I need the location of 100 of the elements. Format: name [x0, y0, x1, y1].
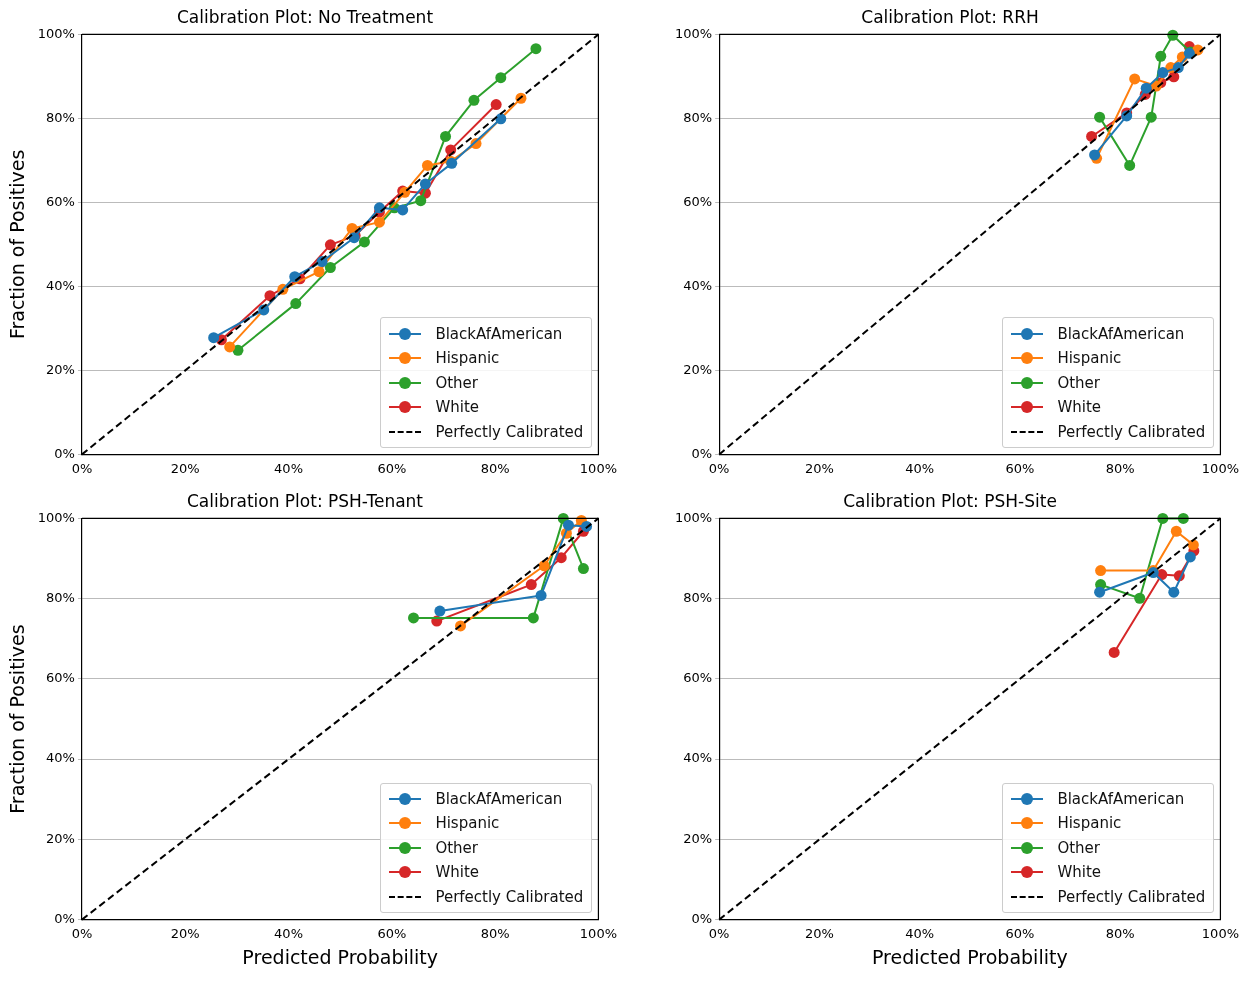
y-tick-label: 100% [674, 25, 713, 41]
point [468, 94, 480, 106]
y-tick-label: 40% [46, 277, 75, 293]
point [1184, 551, 1196, 563]
point [530, 43, 542, 55]
x-tick-label: 20% [804, 925, 834, 941]
point [397, 204, 409, 216]
legend-label: White [1057, 863, 1102, 882]
point [415, 195, 427, 207]
y-tick-label: 100% [674, 509, 713, 525]
y-axis-title: Fraction of Positives [6, 149, 29, 340]
x-tick-label: 0% [71, 460, 93, 476]
y-tick-label: 20% [683, 830, 713, 846]
y-tick-label: 40% [683, 277, 713, 293]
y-tick-label: 0% [691, 910, 713, 926]
y-tick-label: 20% [46, 830, 75, 846]
point [577, 563, 589, 575]
legend-label: BlackAfAmerican [435, 324, 563, 343]
y-tick-label: 0% [54, 445, 75, 461]
x-tick-label: 100% [579, 925, 617, 941]
x-tick-label: 20% [804, 460, 834, 476]
y-tick-label: 0% [54, 910, 75, 926]
legend-label: Hispanic [1057, 349, 1122, 368]
point [1095, 565, 1107, 577]
point [208, 332, 220, 344]
point [1157, 67, 1169, 79]
x-tick-label: 60% [377, 925, 407, 941]
x-tick-label: 20% [170, 460, 200, 476]
x-tick-label: 60% [1005, 460, 1035, 476]
point [1094, 111, 1106, 123]
legend-label: White [435, 398, 480, 417]
x-tick-label: 80% [1105, 925, 1135, 941]
point [1124, 159, 1136, 171]
chart-title: Calibration Plot: No Treatment [176, 6, 434, 27]
y-tick-label: 80% [46, 109, 75, 125]
y-tick-label: 0% [691, 445, 713, 461]
legend-label: Other [1057, 373, 1100, 392]
legend-label: Perfectly Calibrated [1057, 422, 1206, 441]
point [527, 612, 539, 624]
point [525, 579, 537, 591]
x-tick-label: 80% [480, 460, 510, 476]
x-tick-label: 20% [170, 925, 200, 941]
point [408, 612, 420, 624]
y-tick-label: 100% [37, 509, 75, 525]
x-tick-label: 100% [579, 460, 617, 476]
x-tick-label: 80% [480, 925, 510, 941]
x-tick-label: 40% [274, 925, 303, 941]
x-tick-label: 80% [1105, 460, 1135, 476]
point [313, 266, 325, 278]
point [1145, 111, 1157, 123]
y-tick-label: 20% [46, 361, 75, 377]
point [1086, 130, 1098, 142]
x-axis-title: Predicted Probability [871, 945, 1068, 968]
point [434, 605, 446, 617]
point [1168, 586, 1180, 598]
point [358, 236, 370, 248]
legend-label: White [435, 863, 480, 882]
legend-label: Perfectly Calibrated [435, 422, 584, 441]
y-tick-label: 80% [46, 590, 75, 606]
chart-title: Calibration Plot: PSH-Site [843, 490, 1057, 511]
y-tick-label: 80% [683, 109, 713, 125]
point [535, 589, 547, 601]
x-axis-title: Predicted Probability [242, 945, 439, 968]
point [1129, 73, 1141, 85]
y-tick-label: 40% [683, 750, 713, 766]
x-tick-label: 0% [708, 460, 730, 476]
legend-label: Other [435, 373, 478, 392]
legend-label: BlackAfAmerican [435, 789, 563, 808]
legend-label: Other [435, 838, 478, 857]
legend-label: Hispanic [435, 349, 500, 368]
y-tick-label: 60% [46, 670, 75, 686]
point [1170, 525, 1182, 537]
x-tick-label: 100% [1201, 460, 1239, 476]
x-tick-label: 40% [905, 925, 935, 941]
legend-label: Perfectly Calibrated [1057, 887, 1206, 906]
point [1108, 646, 1120, 658]
point [419, 178, 431, 190]
point [324, 262, 336, 273]
point [324, 239, 336, 251]
x-tick-label: 60% [1005, 925, 1035, 941]
chart-title: Calibration Plot: PSH-Tenant [186, 490, 424, 511]
point [1155, 50, 1167, 62]
point [1134, 592, 1146, 604]
y-tick-label: 60% [683, 193, 713, 209]
legend-label: Hispanic [1057, 814, 1122, 833]
legend-label: Other [1057, 838, 1100, 857]
legend-label: White [1057, 398, 1102, 417]
point [490, 99, 502, 111]
legend-label: Hispanic [435, 814, 500, 833]
point [1094, 586, 1106, 598]
x-tick-label: 40% [274, 460, 303, 476]
y-tick-label: 80% [683, 590, 713, 606]
x-tick-label: 0% [71, 925, 93, 941]
y-tick-label: 60% [46, 193, 75, 209]
point [495, 72, 507, 84]
point [224, 341, 236, 353]
point [373, 216, 385, 228]
x-tick-label: 60% [377, 460, 407, 476]
point [538, 560, 550, 572]
point [440, 130, 452, 142]
